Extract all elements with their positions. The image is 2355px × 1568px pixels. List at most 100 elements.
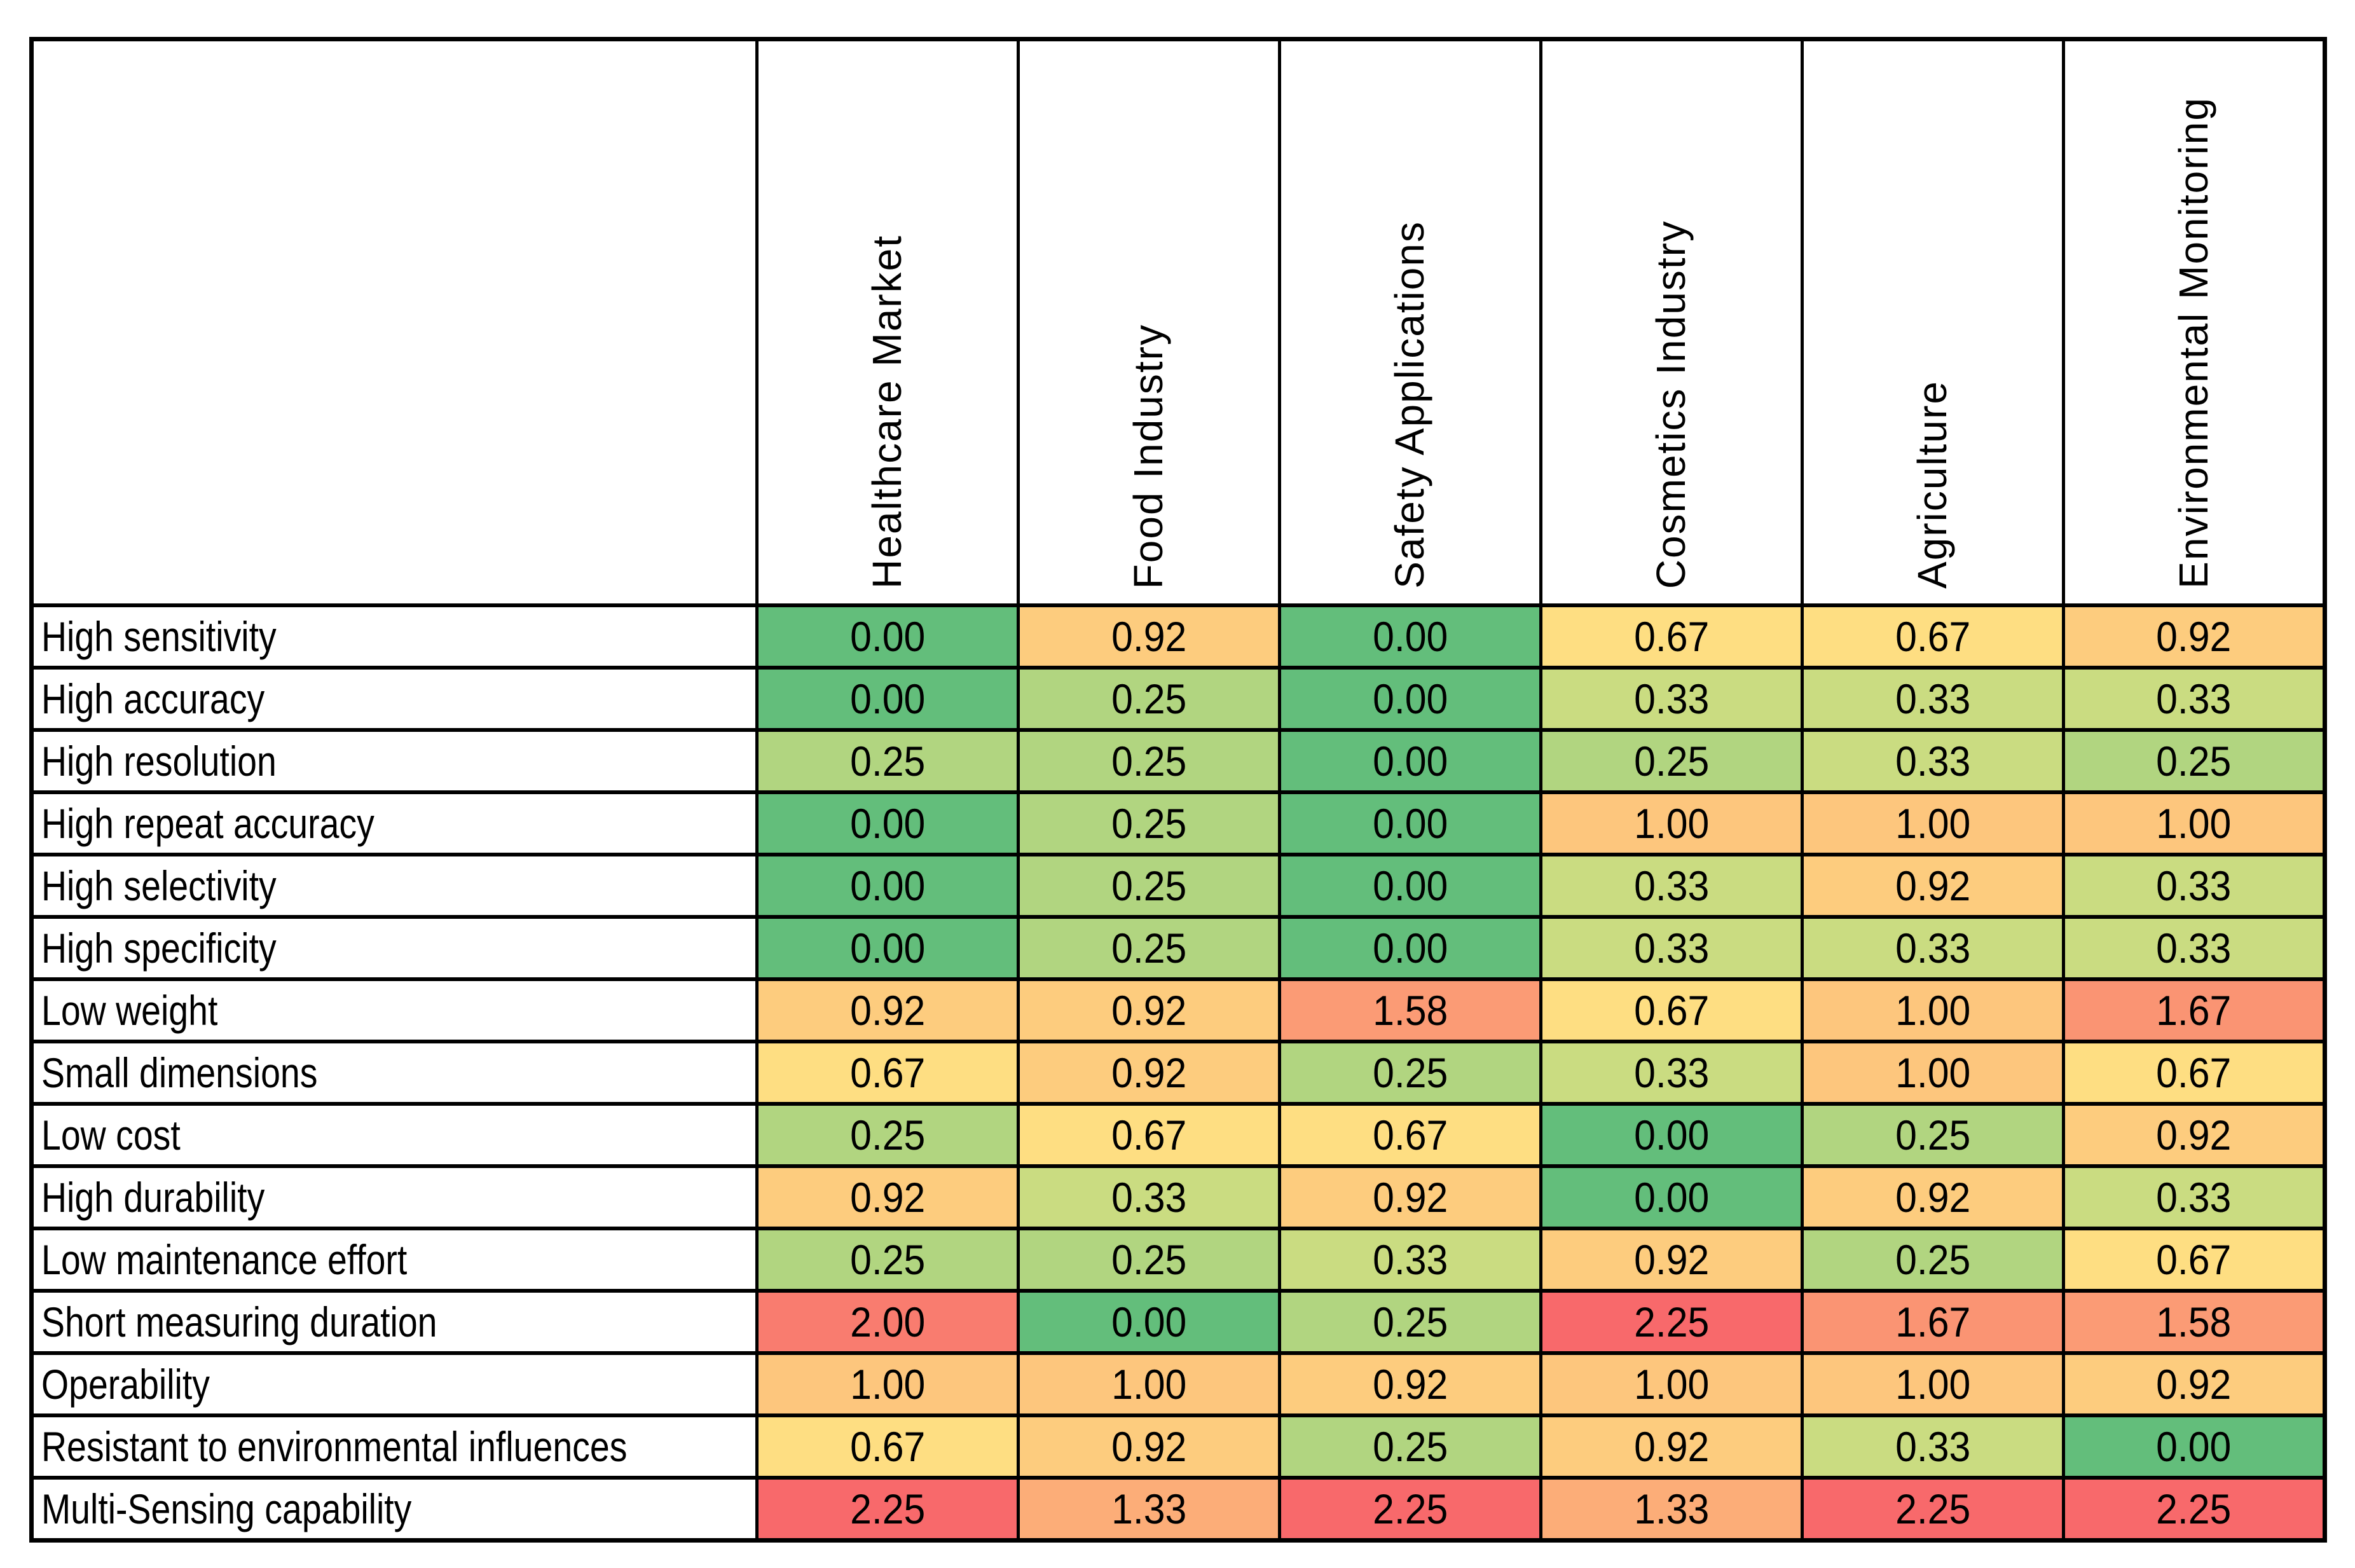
heatmap-cell-high-accuracy--cosmetics-industry[interactable]: 0.33: [1539, 666, 1804, 732]
heatmap-cell-multi-sensing-capability--agriculture[interactable]: 2.25: [1801, 1476, 2065, 1542]
heatmap-cell-high-durability--environmental-monitoring[interactable]: 0.33: [2062, 1164, 2326, 1230]
row-label-low-cost[interactable]: Low cost: [30, 1102, 759, 1168]
heatmap-cell-multi-sensing-capability--cosmetics-industry[interactable]: 1.33: [1539, 1476, 1804, 1542]
heatmap-cell-high-specificity--cosmetics-industry[interactable]: 0.33: [1539, 915, 1804, 981]
row-label-high-repeat-accuracy[interactable]: High repeat accuracy: [30, 790, 759, 856]
heatmap-cell-short-measuring-duration--agriculture[interactable]: 1.67: [1801, 1289, 2065, 1355]
heatmap-cell-high-resolution--agriculture[interactable]: 0.33: [1801, 728, 2065, 794]
heatmap-cell-high-sensitivity--safety-applications[interactable]: 0.00: [1278, 603, 1542, 670]
heatmap-cell-high-resolution--environmental-monitoring[interactable]: 0.25: [2062, 728, 2326, 794]
heatmap-cell-operability--environmental-monitoring[interactable]: 0.92: [2062, 1351, 2326, 1417]
row-label-multi-sensing-capability[interactable]: Multi-Sensing capability: [30, 1476, 759, 1542]
heatmap-cell-high-repeat-accuracy--environmental-monitoring[interactable]: 1.00: [2062, 790, 2326, 856]
heatmap-cell-short-measuring-duration--food-industry[interactable]: 0.00: [1017, 1289, 1281, 1355]
row-label-high-specificity[interactable]: High specificity: [30, 915, 759, 981]
heatmap-cell-high-accuracy--environmental-monitoring[interactable]: 0.33: [2062, 666, 2326, 732]
heatmap-cell-low-weight--agriculture[interactable]: 1.00: [1801, 977, 2065, 1043]
heatmap-cell-small-dimensions--safety-applications[interactable]: 0.25: [1278, 1040, 1542, 1106]
heatmap-cell-high-repeat-accuracy--cosmetics-industry[interactable]: 1.00: [1539, 790, 1804, 856]
heatmap-cell-low-maintenance-effort--healthcare-market[interactable]: 0.25: [755, 1227, 1020, 1293]
row-label-small-dimensions[interactable]: Small dimensions: [30, 1040, 759, 1106]
heatmap-cell-high-specificity--agriculture[interactable]: 0.33: [1801, 915, 2065, 981]
heatmap-cell-high-specificity--healthcare-market[interactable]: 0.00: [755, 915, 1020, 981]
heatmap-cell-low-cost--healthcare-market[interactable]: 0.25: [755, 1102, 1020, 1168]
heatmap-cell-low-weight--healthcare-market[interactable]: 0.92: [755, 977, 1020, 1043]
heatmap-cell-low-weight--safety-applications[interactable]: 1.58: [1278, 977, 1542, 1043]
heatmap-cell-high-selectivity--cosmetics-industry[interactable]: 0.33: [1539, 853, 1804, 919]
heatmap-cell-high-selectivity--food-industry[interactable]: 0.25: [1017, 853, 1281, 919]
heatmap-cell-multi-sensing-capability--safety-applications[interactable]: 2.25: [1278, 1476, 1542, 1542]
heatmap-cell-resistant-to-environmental-influences--cosmetics-industry[interactable]: 0.92: [1539, 1413, 1804, 1480]
heatmap-cell-high-specificity--food-industry[interactable]: 0.25: [1017, 915, 1281, 981]
row-label-high-sensitivity[interactable]: High sensitivity: [30, 603, 759, 670]
heatmap-cell-short-measuring-duration--safety-applications[interactable]: 0.25: [1278, 1289, 1542, 1355]
heatmap-cell-low-cost--food-industry[interactable]: 0.67: [1017, 1102, 1281, 1168]
column-header-safety-applications[interactable]: Safety Applications: [1278, 37, 1542, 607]
heatmap-cell-low-maintenance-effort--safety-applications[interactable]: 0.33: [1278, 1227, 1542, 1293]
heatmap-cell-high-accuracy--healthcare-market[interactable]: 0.00: [755, 666, 1020, 732]
heatmap-cell-high-durability--food-industry[interactable]: 0.33: [1017, 1164, 1281, 1230]
heatmap-cell-high-specificity--environmental-monitoring[interactable]: 0.33: [2062, 915, 2326, 981]
heatmap-cell-resistant-to-environmental-influences--healthcare-market[interactable]: 0.67: [755, 1413, 1020, 1480]
heatmap-cell-high-selectivity--agriculture[interactable]: 0.92: [1801, 853, 2065, 919]
heatmap-cell-small-dimensions--environmental-monitoring[interactable]: 0.67: [2062, 1040, 2326, 1106]
heatmap-cell-resistant-to-environmental-influences--agriculture[interactable]: 0.33: [1801, 1413, 2065, 1480]
heatmap-cell-low-maintenance-effort--food-industry[interactable]: 0.25: [1017, 1227, 1281, 1293]
heatmap-cell-low-weight--cosmetics-industry[interactable]: 0.67: [1539, 977, 1804, 1043]
row-label-high-selectivity[interactable]: High selectivity: [30, 853, 759, 919]
heatmap-cell-high-durability--healthcare-market[interactable]: 0.92: [755, 1164, 1020, 1230]
heatmap-cell-high-sensitivity--agriculture[interactable]: 0.67: [1801, 603, 2065, 670]
heatmap-cell-operability--cosmetics-industry[interactable]: 1.00: [1539, 1351, 1804, 1417]
heatmap-cell-multi-sensing-capability--food-industry[interactable]: 1.33: [1017, 1476, 1281, 1542]
heatmap-cell-low-cost--cosmetics-industry[interactable]: 0.00: [1539, 1102, 1804, 1168]
heatmap-cell-high-specificity--safety-applications[interactable]: 0.00: [1278, 915, 1542, 981]
heatmap-cell-high-sensitivity--healthcare-market[interactable]: 0.00: [755, 603, 1020, 670]
heatmap-cell-small-dimensions--healthcare-market[interactable]: 0.67: [755, 1040, 1020, 1106]
heatmap-cell-high-accuracy--food-industry[interactable]: 0.25: [1017, 666, 1281, 732]
heatmap-cell-high-sensitivity--cosmetics-industry[interactable]: 0.67: [1539, 603, 1804, 670]
column-header-cosmetics-industry[interactable]: Cosmetics Industry: [1539, 37, 1804, 607]
heatmap-cell-low-cost--safety-applications[interactable]: 0.67: [1278, 1102, 1542, 1168]
heatmap-cell-resistant-to-environmental-influences--safety-applications[interactable]: 0.25: [1278, 1413, 1542, 1480]
heatmap-cell-high-repeat-accuracy--safety-applications[interactable]: 0.00: [1278, 790, 1542, 856]
heatmap-cell-operability--healthcare-market[interactable]: 1.00: [755, 1351, 1020, 1417]
column-header-healthcare-market[interactable]: Healthcare Market: [755, 37, 1020, 607]
heatmap-cell-high-selectivity--safety-applications[interactable]: 0.00: [1278, 853, 1542, 919]
heatmap-cell-low-cost--agriculture[interactable]: 0.25: [1801, 1102, 2065, 1168]
heatmap-cell-high-sensitivity--food-industry[interactable]: 0.92: [1017, 603, 1281, 670]
heatmap-cell-operability--agriculture[interactable]: 1.00: [1801, 1351, 2065, 1417]
heatmap-cell-low-maintenance-effort--environmental-monitoring[interactable]: 0.67: [2062, 1227, 2326, 1293]
row-label-high-resolution[interactable]: High resolution: [30, 728, 759, 794]
heatmap-cell-high-durability--safety-applications[interactable]: 0.92: [1278, 1164, 1542, 1230]
heatmap-cell-multi-sensing-capability--environmental-monitoring[interactable]: 2.25: [2062, 1476, 2326, 1542]
heatmap-cell-small-dimensions--agriculture[interactable]: 1.00: [1801, 1040, 2065, 1106]
heatmap-cell-short-measuring-duration--environmental-monitoring[interactable]: 1.58: [2062, 1289, 2326, 1355]
heatmap-cell-high-resolution--healthcare-market[interactable]: 0.25: [755, 728, 1020, 794]
heatmap-cell-short-measuring-duration--healthcare-market[interactable]: 2.00: [755, 1289, 1020, 1355]
heatmap-cell-resistant-to-environmental-influences--food-industry[interactable]: 0.92: [1017, 1413, 1281, 1480]
heatmap-cell-high-selectivity--healthcare-market[interactable]: 0.00: [755, 853, 1020, 919]
row-label-high-accuracy[interactable]: High accuracy: [30, 666, 759, 732]
row-label-operability[interactable]: Operability: [30, 1351, 759, 1417]
heatmap-cell-high-resolution--cosmetics-industry[interactable]: 0.25: [1539, 728, 1804, 794]
heatmap-cell-high-durability--agriculture[interactable]: 0.92: [1801, 1164, 2065, 1230]
heatmap-cell-short-measuring-duration--cosmetics-industry[interactable]: 2.25: [1539, 1289, 1804, 1355]
heatmap-cell-high-accuracy--agriculture[interactable]: 0.33: [1801, 666, 2065, 732]
row-label-high-durability[interactable]: High durability: [30, 1164, 759, 1230]
heatmap-cell-low-cost--environmental-monitoring[interactable]: 0.92: [2062, 1102, 2326, 1168]
heatmap-cell-high-sensitivity--environmental-monitoring[interactable]: 0.92: [2062, 603, 2326, 670]
column-header-food-industry[interactable]: Food Industry: [1017, 37, 1281, 607]
row-label-low-weight[interactable]: Low weight: [30, 977, 759, 1043]
heatmap-cell-small-dimensions--cosmetics-industry[interactable]: 0.33: [1539, 1040, 1804, 1106]
heatmap-cell-operability--safety-applications[interactable]: 0.92: [1278, 1351, 1542, 1417]
heatmap-cell-resistant-to-environmental-influences--environmental-monitoring[interactable]: 0.00: [2062, 1413, 2326, 1480]
heatmap-cell-multi-sensing-capability--healthcare-market[interactable]: 2.25: [755, 1476, 1020, 1542]
heatmap-cell-high-repeat-accuracy--food-industry[interactable]: 0.25: [1017, 790, 1281, 856]
heatmap-cell-high-resolution--food-industry[interactable]: 0.25: [1017, 728, 1281, 794]
heatmap-cell-high-resolution--safety-applications[interactable]: 0.00: [1278, 728, 1542, 794]
heatmap-cell-low-maintenance-effort--cosmetics-industry[interactable]: 0.92: [1539, 1227, 1804, 1293]
heatmap-cell-operability--food-industry[interactable]: 1.00: [1017, 1351, 1281, 1417]
heatmap-cell-high-durability--cosmetics-industry[interactable]: 0.00: [1539, 1164, 1804, 1230]
heatmap-cell-high-accuracy--safety-applications[interactable]: 0.00: [1278, 666, 1542, 732]
row-label-resistant-to-environmental-influences[interactable]: Resistant to environmental influences: [30, 1413, 759, 1480]
